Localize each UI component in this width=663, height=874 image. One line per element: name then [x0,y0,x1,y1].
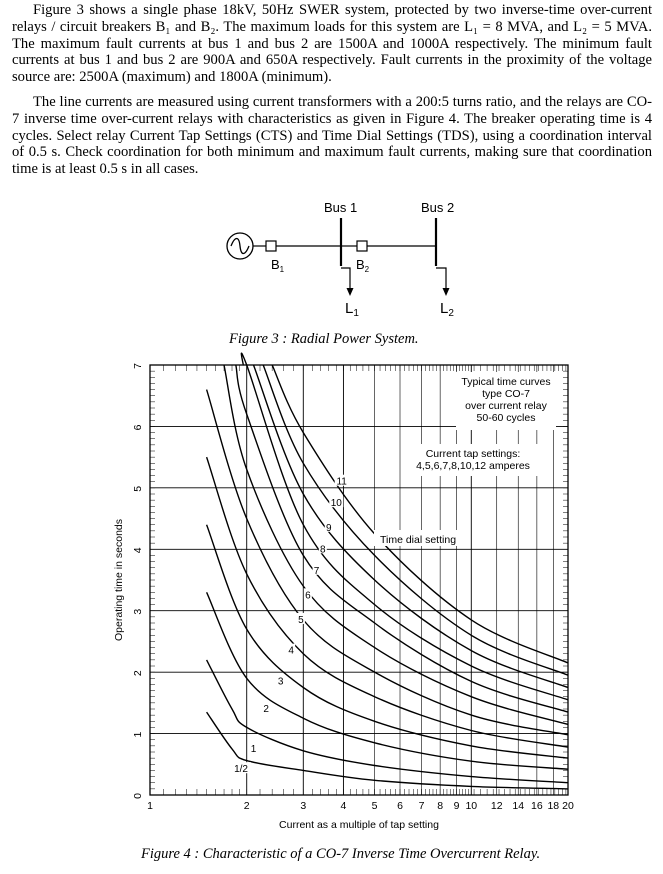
curve-label: 5 [298,615,304,626]
breaker-b2-label: B2 [356,257,370,274]
x-tick-label: 1 [147,800,153,812]
chart-legend-line-4: 50-60 cycles [477,412,536,424]
time-dial-setting-label: Time dial setting [380,534,456,546]
curve-tds-3 [205,524,569,759]
load-l2-arrow [436,267,447,292]
dial-label-box [374,530,462,546]
curve-tds-10 [262,364,569,676]
x-tick-label: 10 [465,800,477,812]
intro-paragraph: Figure 3 shows a single phase 18kV, 50Hz… [12,2,652,86]
curve-label-bg [318,542,327,554]
x-tick-label: 20 [562,800,574,812]
chart-legend-line-2: type CO-7 [482,388,530,400]
x-tick-label: 5 [372,800,378,812]
load-l1-arrow [341,267,351,292]
curve-tds-5 [205,389,569,736]
curve-tds-6 [223,364,569,726]
curve-label-bg [231,762,252,774]
curve-label: 2 [263,704,269,715]
curve-tds-2 [205,592,569,770]
tap-settings-box [408,444,538,476]
time-dial-curves: 1/21 2 3 4 5 6 789 10 11 [205,352,569,790]
curve-label: 11 [336,477,347,488]
tap-settings-line-1: Current tap settings: [426,448,521,460]
curve-label: 1 [251,744,257,755]
curve-tds-1-2 [206,711,569,790]
curve-label-bg [324,520,333,532]
chart-plot-frame [149,364,569,796]
curve-label-bg [249,741,258,753]
y-tick-label: 7 [132,363,144,369]
x-tick-label: 7 [419,800,425,812]
x-tick-label: 18 [547,800,559,812]
bus-1-label: Bus 1 [324,200,357,215]
sine-wave-icon [230,237,250,255]
curve-label: 1/2 [234,764,248,775]
chart-legend-line-3: over current relay [465,400,547,412]
curve-tds-9 [252,364,569,689]
y-axis-title: Operating time in seconds [113,519,125,641]
load-l1-label: L1 [345,300,359,319]
curve-label-bg [334,474,349,486]
curve-label-bg [303,588,312,600]
curve-label: 6 [305,590,311,601]
y-tick-label: 0 [132,793,144,799]
x-tick-label: 6 [397,800,403,812]
curve-label-bg [276,674,285,686]
x-tick-label: 4 [341,800,347,812]
breaker-b1-label: B1 [271,257,285,274]
figure-3-caption: Figure 3 : Radial Power System. [229,331,419,347]
chart-legend-line-1: Typical time curves [461,376,550,388]
x-tick-label: 14 [512,800,524,812]
x-tick-label: 16 [531,800,543,812]
x-tick-label: 9 [454,800,460,812]
task-paragraph: The line currents are measured using cur… [12,94,652,178]
curve-label-bg [296,612,305,624]
radial-power-system-diagram: Bus 1 Bus 2 B1 B2 L1 L2 [226,200,454,319]
chart-legend-box [456,372,556,430]
curve-label-bg [329,496,344,508]
x-tick-label: 2 [244,800,250,812]
curve-label: 4 [288,646,294,657]
load-l2-label: L2 [440,300,454,319]
curve-label: 7 [314,566,320,577]
curve-label-bg [312,563,321,575]
curve-tds-4 [205,456,569,748]
x-axis-title: Current as a multiple of tap setting [279,819,439,831]
curve-label: 10 [331,498,343,509]
y-tick-label: 5 [132,486,144,492]
breaker-b1-icon [265,240,277,252]
bus-2-label: Bus 2 [421,200,454,215]
figure-4-caption: Figure 4 : Characteristic of a CO-7 Inve… [141,846,541,862]
y-tick-label: 2 [132,670,144,676]
curve-label: 3 [278,676,284,687]
curve-label-bg [287,643,296,655]
x-tick-label: 12 [491,800,503,812]
curve-tds-1 [205,659,569,784]
tap-settings-line-2: 4,5,6,7,8,10,12 amperes [416,460,530,472]
curve-label: 8 [320,544,326,555]
curve-tds-7 [235,364,569,713]
x-tick-label: 3 [300,800,306,812]
curve-label: 9 [326,523,332,534]
y-tick-label: 6 [132,424,144,430]
breaker-b2-icon [356,240,368,252]
y-tick-label: 4 [132,547,144,553]
x-tick-label: 8 [437,800,443,812]
y-tick-label: 3 [132,609,144,615]
curve-label-bg [262,702,271,713]
y-tick-label: 1 [132,731,144,737]
